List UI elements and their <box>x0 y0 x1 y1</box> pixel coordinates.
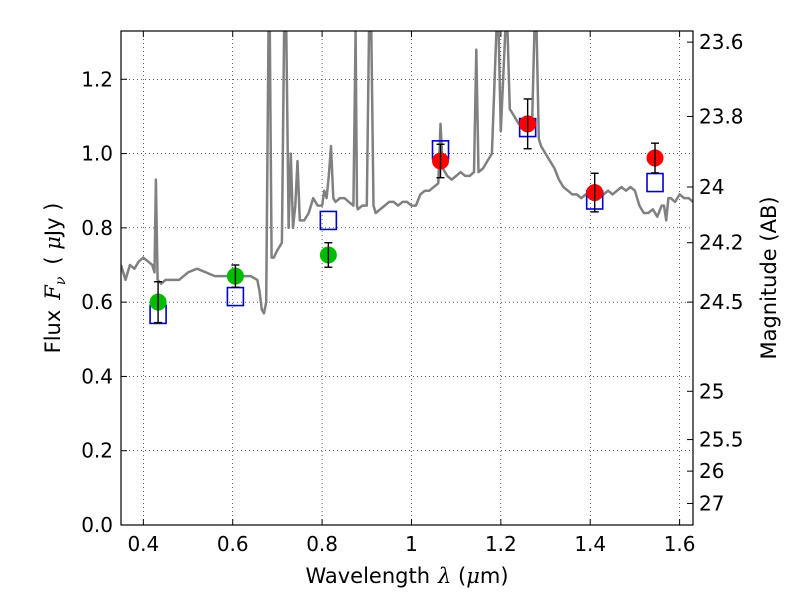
model-photometry-square <box>319 210 338 231</box>
x-tick-label: 1.4 <box>574 532 606 556</box>
x-tick-label: 1.6 <box>664 532 696 556</box>
y2-tick-label: 25 <box>699 379 724 403</box>
model-spectrum-line <box>121 31 693 315</box>
model-photometry-square <box>226 286 245 307</box>
y-tick-label: 1.2 <box>81 67 113 91</box>
y-tick-label: 0.0 <box>81 513 113 537</box>
data-points <box>149 98 664 325</box>
y-tick-label: 0.2 <box>81 439 113 463</box>
grid <box>121 31 693 526</box>
y2-tick-label: 27 <box>699 491 724 515</box>
plot-frame <box>120 30 694 526</box>
y2-tick-label: 24.2 <box>699 231 744 255</box>
y2-tick-label: 23.8 <box>699 104 744 128</box>
x-tick-label: 1 <box>405 532 418 556</box>
x-tick-label: 1.2 <box>485 532 517 556</box>
y-axis-label: FluxFν( μJy ) <box>41 203 69 354</box>
x-tick-label: 0.8 <box>306 532 338 556</box>
y2-tick-label: 26 <box>699 459 724 483</box>
model-photometry-square <box>646 172 664 193</box>
y-tick-label: 0.6 <box>81 290 113 314</box>
y2-tick-label: 23.6 <box>699 30 744 54</box>
y2-tick-label: 24 <box>699 175 724 199</box>
y2-axis-label: Magnitude (AB) <box>757 196 781 359</box>
y-tick-label: 1.0 <box>81 142 113 166</box>
model-spectrum <box>121 31 693 315</box>
x-tick-label: 0.4 <box>127 532 159 556</box>
y-tick-label: 0.8 <box>81 216 113 240</box>
x-tick-label: 0.6 <box>217 532 249 556</box>
x-axis-label: Wavelength λ (μm) <box>305 564 508 588</box>
y-tick-label: 0.4 <box>81 364 113 388</box>
y2-tick-label: 24.5 <box>699 290 744 314</box>
axis-ticks: 0.4 0.6 0.8 1 1.2 1.4 1.6 0.0 0.2 0.4 0.6 0.8 1.0 1.2… <box>81 30 743 556</box>
y2-tick-label: 25.5 <box>699 428 744 452</box>
